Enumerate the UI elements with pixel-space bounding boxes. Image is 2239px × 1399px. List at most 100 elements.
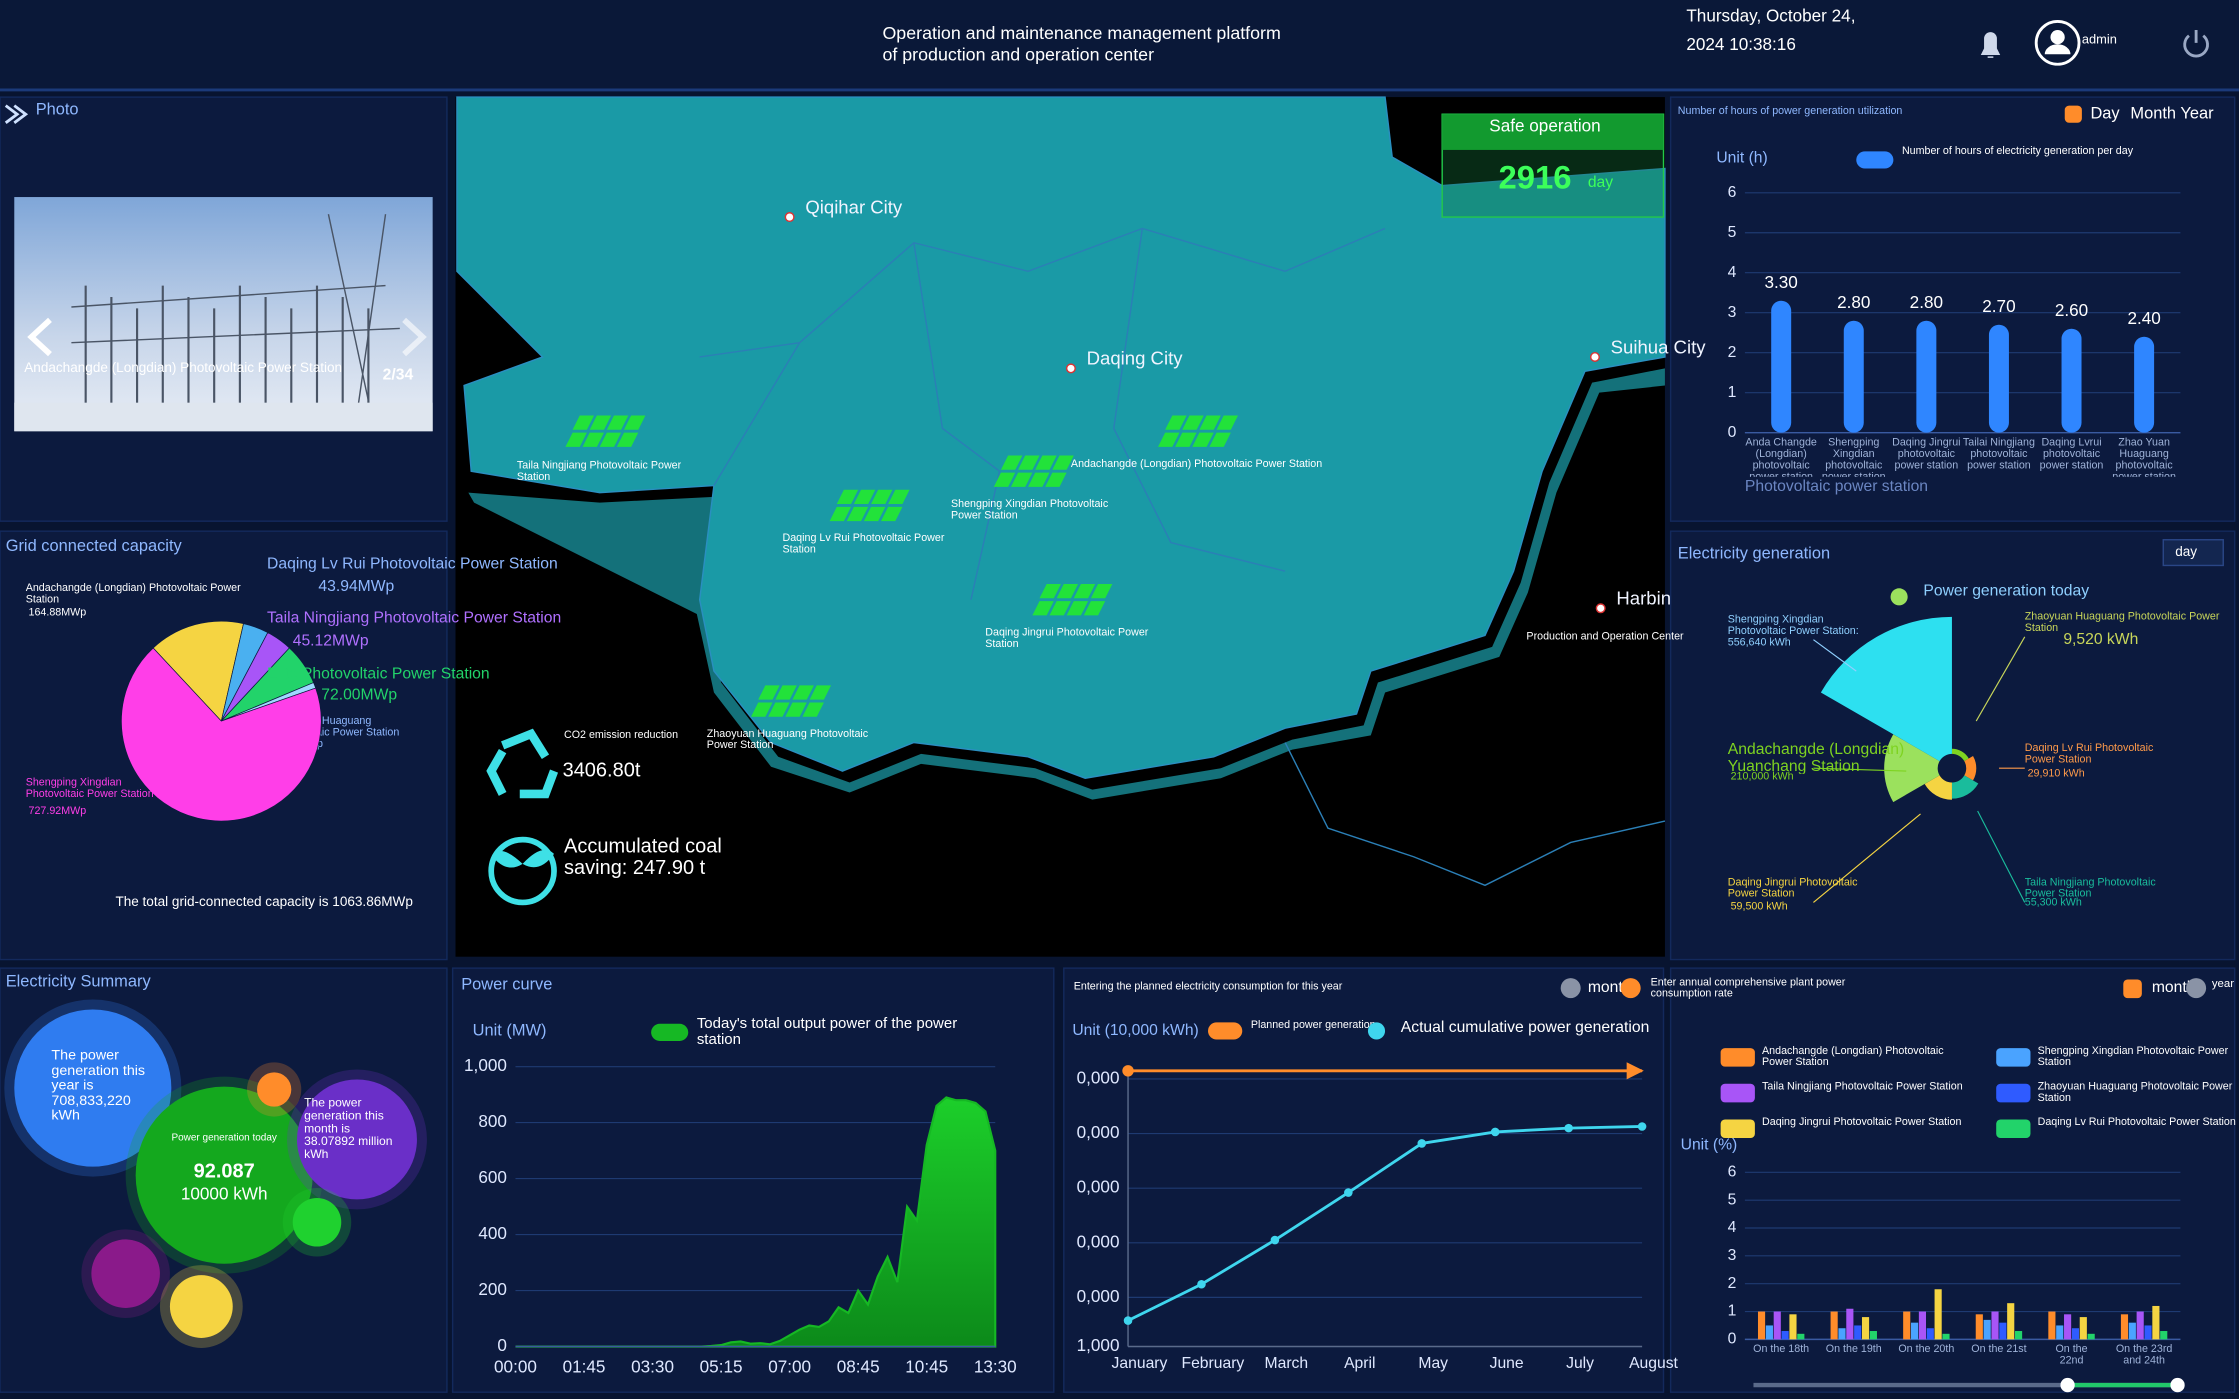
legend-label-box: Today's total output power of the power … <box>697 1017 957 1048</box>
x-tick-label-box: On the 23rd and 24th <box>2116 1344 2173 1366</box>
data-label: 3.30 <box>1765 272 1798 292</box>
leader-line <box>1813 767 1907 772</box>
period-toggle[interactable]: Month <box>2130 105 2176 123</box>
x-tick-label-box: Tailai Ningjiang photovoltaic power stat… <box>1963 437 2035 470</box>
slice-name: Elite Photovoltaic Power Station <box>267 666 490 683</box>
station-label: Andachangde (Longdian) Photovoltaic Powe… <box>1070 458 1323 470</box>
slider-handle[interactable] <box>2060 1377 2075 1393</box>
period-toggle[interactable]: Year <box>2180 105 2214 123</box>
prev-photo[interactable] <box>27 317 52 357</box>
point <box>1344 1188 1353 1197</box>
rose-sector <box>1820 616 1952 762</box>
sector-value: 59,500 kWh <box>1731 901 1788 913</box>
next-photo[interactable] <box>402 317 427 357</box>
panel-title: Enter annual comprehensive plant power c… <box>1650 976 1846 1000</box>
toggle-marker <box>1560 978 1581 999</box>
slice-name: Taila Ningjiang Photovoltaic Power Stati… <box>267 611 562 627</box>
solar-icon <box>853 489 876 505</box>
power-icon[interactable] <box>2183 29 2209 58</box>
point <box>1637 1122 1647 1131</box>
sector-name-box: Zhaoyuan Huaguang Photovoltaic Power Sta… <box>2024 611 2220 634</box>
point <box>1197 1279 1206 1289</box>
x-tick-label: August <box>1629 1355 1678 1372</box>
photo-structure <box>71 214 400 415</box>
sector-name-box: Daqing Jingrui Photovoltaic Power Statio… <box>1727 876 1858 900</box>
toggle-marker <box>2186 978 2207 999</box>
y-tick-label: 0 <box>1728 1331 1737 1348</box>
solar-icon <box>1066 601 1089 616</box>
y-tick-label: 1 <box>1728 384 1737 401</box>
avatar-body <box>2044 44 2071 55</box>
period-toggle[interactable]: Day <box>2090 105 2120 123</box>
bar <box>2144 1325 2152 1340</box>
slice-value: 43.94MWp <box>318 578 394 595</box>
x-tick-label: 00:00 <box>494 1356 537 1376</box>
solar-icon <box>809 685 832 700</box>
rose-sector <box>1951 775 1979 799</box>
panel <box>1669 96 2236 522</box>
solar-icon <box>1018 455 1040 470</box>
bell-icon[interactable] <box>1980 32 2001 58</box>
solar-icon <box>751 702 773 717</box>
user-name: admin <box>2082 31 2117 46</box>
slice-name-box: Taila Ningjiang Photovoltaic Power Stati… <box>267 611 562 627</box>
slice-name-box: Andachangde (Longdian) Photovoltaic Powe… <box>26 583 241 605</box>
legend-label-box: Andachangde (Longdian) Photovoltaic Powe… <box>1762 1045 1944 1067</box>
axis-label: Unit (10,000 kWh) <box>1072 1022 1198 1039</box>
sector-name: Daqing Jingrui Photovoltaic Power Statio… <box>1727 876 1858 900</box>
y-tick-label: 6 <box>1728 184 1737 201</box>
legend-swatch <box>1720 1048 1755 1067</box>
station-label-box: Daqing Jingrui Photovoltaic Power Statio… <box>985 627 1148 649</box>
panel-title: Grid connected capacity <box>6 537 183 555</box>
sector-value: 9,520 kWh <box>2063 631 2138 648</box>
x-tick-label: Daqing Jingrui photovoltaic power statio… <box>1892 436 1961 471</box>
month-generation-box: The power generation this month is 38.07… <box>304 1096 393 1161</box>
legend-label-box: Shengping Xingdian Photovoltaic Power St… <box>2038 1045 2229 1067</box>
avatar-head <box>2050 29 2065 45</box>
solar-icon <box>1182 415 1204 430</box>
bar <box>2120 1314 2129 1340</box>
x-tick-label: Daqing Lvrui photovoltaic power station <box>2039 436 2104 471</box>
solar-icon <box>1090 584 1113 599</box>
period-toggle[interactable]: day <box>2175 544 2197 559</box>
y-tick-label: 800 <box>478 1111 507 1131</box>
station-label: Shengping Xingdian Photovoltaic Power St… <box>950 498 1109 522</box>
legend-label-box: Daqing Lv Rui Photovoltaic Power Station <box>2038 1117 2236 1128</box>
solar-icon <box>572 415 595 430</box>
period-toggle[interactable]: year <box>2212 978 2234 990</box>
legend-label: Daqing Jingrui Photovoltaic Power Statio… <box>1762 1116 1962 1129</box>
sector-name: Zhaoyuan Huaguang Photovoltaic Power Sta… <box>2024 611 2220 634</box>
bubble <box>169 1275 233 1338</box>
period-toggle[interactable]: month <box>1588 979 1632 996</box>
x-tick-label: 13:30 <box>974 1356 1017 1376</box>
x-tick-label-box: On the 18th <box>1753 1344 1809 1355</box>
x-tick-label: On the 21st <box>1971 1343 2027 1356</box>
bar <box>1838 1328 1846 1340</box>
solar-icon <box>829 506 852 522</box>
panel-title: Electricity Summary <box>6 973 152 991</box>
y-tick-label: 0,000 <box>1077 1177 1120 1197</box>
bar <box>1854 1325 1862 1340</box>
coal-saving: Accumulated coal saving: 247.90 t <box>564 835 722 878</box>
station-label: Daqing Lv Rui Photovoltaic Power Station <box>782 532 945 556</box>
slider-handle[interactable] <box>2170 1377 2185 1393</box>
panel-title-box: Enter annual comprehensive plant power c… <box>1650 976 1846 1000</box>
slice-name-box: Elite Photovoltaic Power Station <box>267 666 490 683</box>
period-toggle[interactable]: month <box>2152 979 2196 996</box>
point <box>1417 1139 1427 1148</box>
bar <box>1975 1314 1983 1340</box>
sector-name: Daqing Lv Rui Photovoltaic Power Station <box>2024 742 2154 766</box>
avatar[interactable] <box>2034 19 2081 66</box>
pie-slice <box>121 647 322 822</box>
solar-icon <box>1073 584 1096 599</box>
solar-icon <box>768 702 790 717</box>
x-tick-label: Shengping Xingdian photovoltaic power st… <box>1821 436 1886 477</box>
legend-swatch <box>1996 1119 2031 1139</box>
solar-icon <box>846 506 869 522</box>
day-toggle[interactable] <box>2162 539 2224 567</box>
data-label: 2.80 <box>1910 292 1943 312</box>
month-generation: The power generation this month is 38.07… <box>304 1096 393 1161</box>
slice-value: 164.88MWp <box>29 606 87 618</box>
x-tick-label-box: On the 22nd <box>2055 1344 2087 1366</box>
